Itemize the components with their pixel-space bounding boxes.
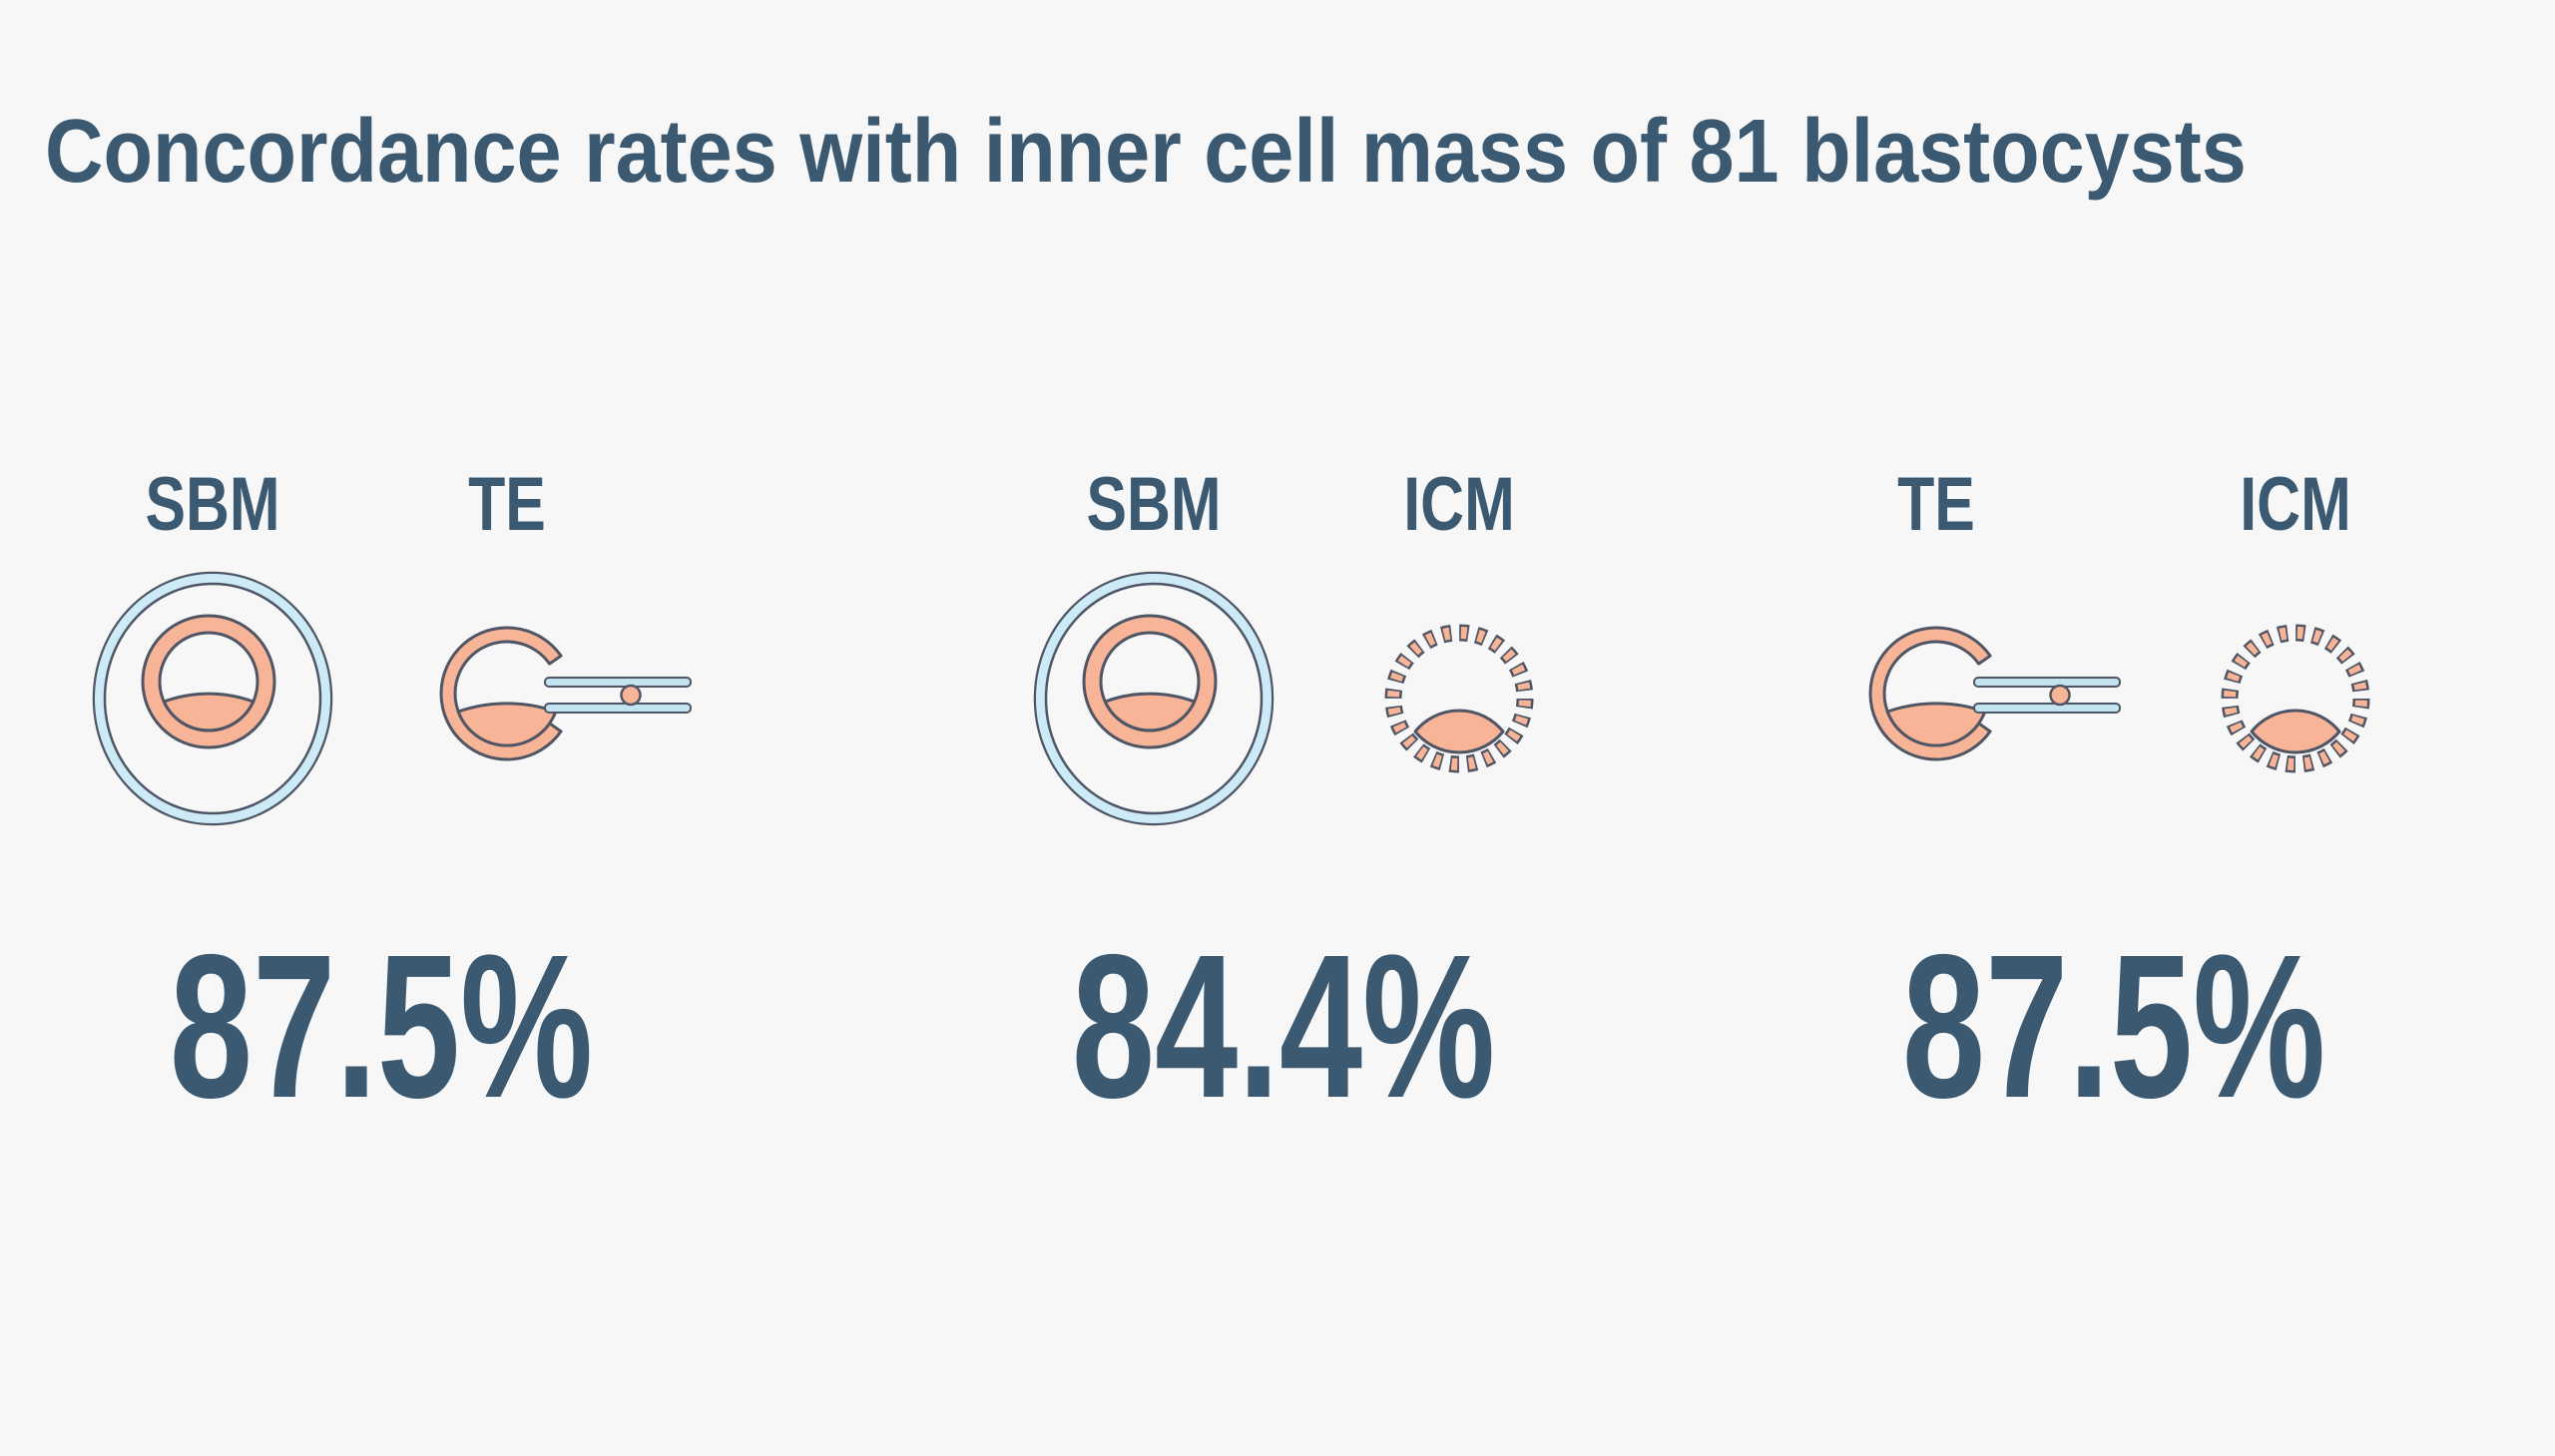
label-te-group3: TE — [1897, 462, 1975, 547]
sbm-blastocyst-icon — [1029, 568, 1278, 829]
label-sbm-group2: SBM — [1086, 462, 1222, 547]
icm-dotted-icon — [2218, 621, 2373, 776]
concordance-value-sbm-icm: 84.4% — [1071, 912, 1496, 1141]
label-icm-group2: ICM — [1403, 462, 1515, 547]
label-sbm-group1: SBM — [145, 462, 280, 547]
concordance-value-sbm-te: 87.5% — [169, 912, 594, 1141]
icm-dotted-icon — [1381, 621, 1537, 776]
concordance-value-te-icm: 87.5% — [1901, 912, 2326, 1141]
chart-title: Concordance rates with inner cell mass o… — [45, 102, 2247, 202]
label-te-group1: TE — [468, 462, 546, 547]
sbm-blastocyst-icon — [88, 568, 337, 829]
te-biopsy-icon — [1866, 619, 2126, 768]
label-icm-group3: ICM — [2240, 462, 2351, 547]
te-biopsy-icon — [437, 619, 697, 768]
